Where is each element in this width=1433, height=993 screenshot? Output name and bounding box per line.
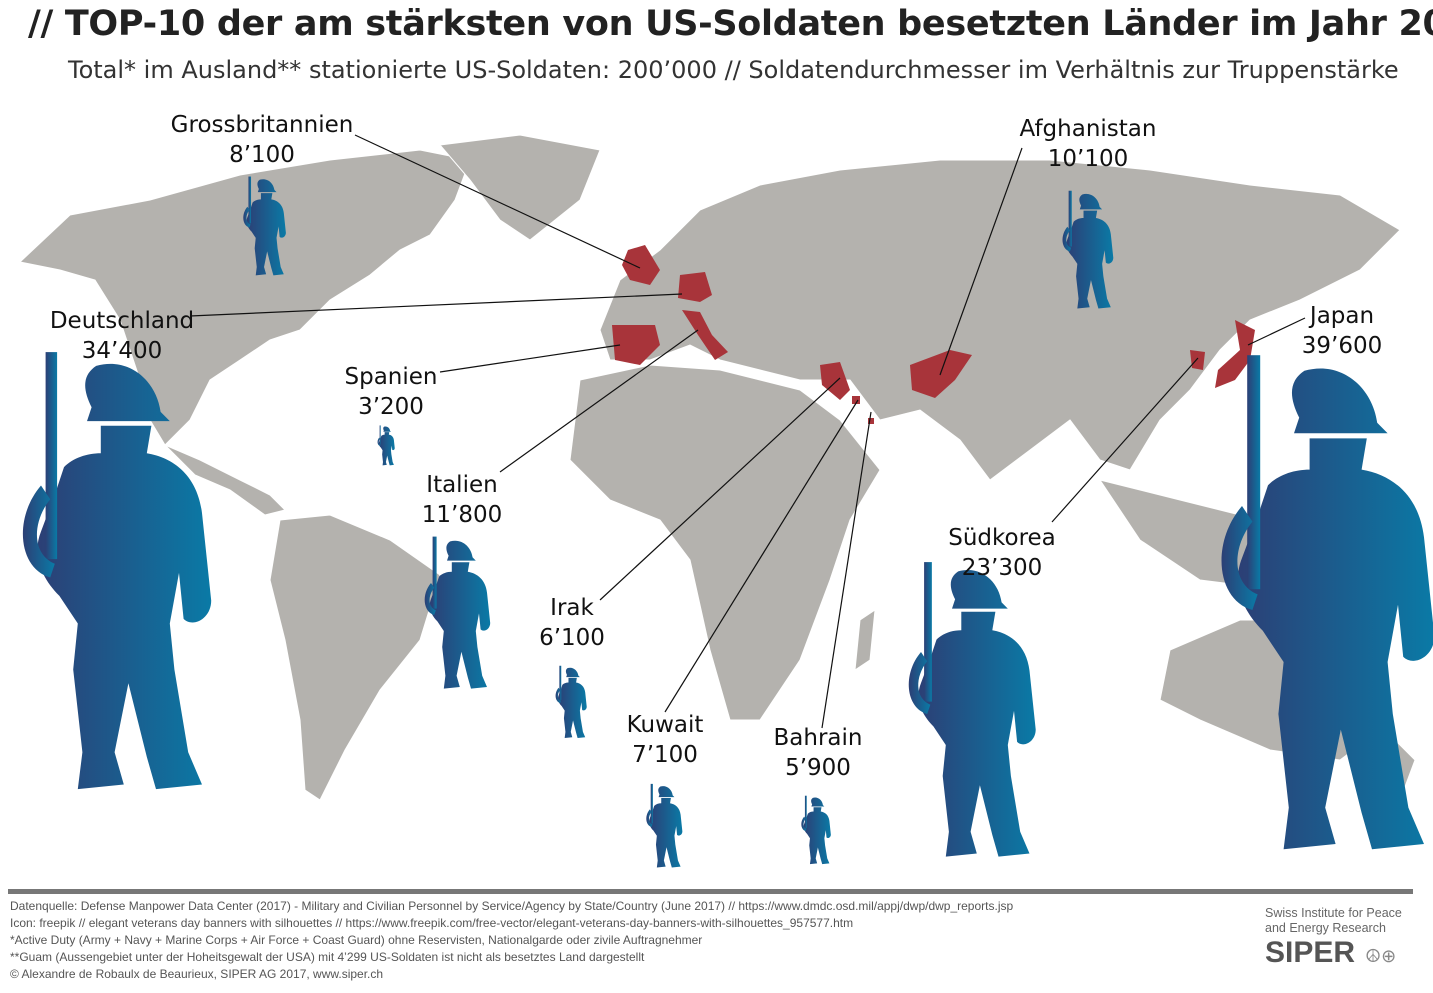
country-name: Grossbritannien xyxy=(170,112,354,138)
country-name: Afghanistan xyxy=(1019,116,1157,142)
troop-count: 7’100 xyxy=(632,742,698,768)
troop-count: 23’300 xyxy=(961,555,1043,581)
label-afghanistan: Afghanistan 10’100 xyxy=(1020,114,1157,174)
footer-divider xyxy=(8,889,1413,894)
soldier-icon-kuwait xyxy=(646,783,683,868)
country-grossbritannien xyxy=(622,245,660,285)
label-grossbritannien: Grossbritannien 8’100 xyxy=(171,110,354,170)
leader-line-japan xyxy=(1247,317,1306,346)
peace-plus-icon: ☮⊕ xyxy=(1365,946,1397,966)
country-name: Bahrain xyxy=(773,725,863,751)
country-suedkorea xyxy=(1190,350,1205,370)
icon-credit-note: Icon: freepik // elegant veterans day ba… xyxy=(10,916,854,930)
highlighted-countries xyxy=(612,245,1255,424)
leader-line-kuwait xyxy=(664,399,859,713)
africa xyxy=(569,364,881,721)
infographic-title: // TOP-10 der am stärksten von US-Soldat… xyxy=(28,4,1433,44)
soldier-icon-irak xyxy=(555,665,587,738)
label-irak: Irak 6’100 xyxy=(539,593,605,653)
logo-line-1: Swiss Institute for Peace xyxy=(1265,906,1402,920)
country-deutschland xyxy=(678,272,712,302)
country-name: Südkorea xyxy=(948,525,1056,551)
country-name: Italien xyxy=(426,472,498,498)
country-name: Spanien xyxy=(344,364,438,390)
troop-count: 34’400 xyxy=(81,338,163,364)
country-italien xyxy=(682,310,728,360)
guam-note: **Guam (Aussengebiet unter der Hoheitsge… xyxy=(10,950,645,964)
north-america xyxy=(18,149,471,446)
troop-count: 11’800 xyxy=(421,502,503,528)
footer-notes: Datenquelle: Defense Manpower Data Cente… xyxy=(10,898,1013,983)
soldier-icon-japan xyxy=(1221,355,1433,850)
siper-logo: Swiss Institute for Peace and Energy Res… xyxy=(1265,906,1402,970)
troop-count: 39’600 xyxy=(1301,333,1383,359)
logo-brand: SIPER xyxy=(1265,936,1356,969)
label-kuwait: Kuwait 7’100 xyxy=(627,710,704,770)
country-name: Deutschland xyxy=(49,308,195,334)
label-spanien: Spanien 3’200 xyxy=(345,362,438,422)
leader-line-irak xyxy=(599,377,841,601)
continents xyxy=(18,134,1416,801)
leader-lines xyxy=(189,134,1306,729)
troop-count: 10’100 xyxy=(1047,146,1129,172)
soldier-icon-italien xyxy=(424,536,491,689)
soldier-icon-suedkorea xyxy=(908,562,1036,857)
country-name: Japan xyxy=(1309,303,1375,329)
country-name: Kuwait xyxy=(626,712,704,738)
leader-line-deutschland xyxy=(189,293,683,317)
madagascar xyxy=(854,608,876,672)
leader-line-suedkorea xyxy=(1051,357,1199,523)
soldier-icon-bahrain xyxy=(801,795,831,865)
country-japan xyxy=(1215,320,1255,388)
label-bahrain: Bahrain 5’900 xyxy=(774,723,863,783)
country-afghanistan xyxy=(910,350,972,398)
country-spanien xyxy=(612,325,660,365)
leader-line-italien xyxy=(499,329,699,473)
label-italien: Italien 11’800 xyxy=(422,470,502,530)
leader-line-grossbritannien xyxy=(354,134,641,269)
infographic-subtitle: Total* im Ausland** stationierte US-Sold… xyxy=(68,56,1399,84)
soldier-icon-spanien xyxy=(377,425,395,466)
troop-count: 3’200 xyxy=(358,394,424,420)
label-japan: Japan 39’600 xyxy=(1302,301,1382,361)
leader-line-bahrain xyxy=(821,411,872,729)
eurasia xyxy=(599,159,1401,481)
data-source-note: Datenquelle: Defense Manpower Data Cente… xyxy=(10,899,1014,913)
greenland xyxy=(439,134,601,241)
leader-line-spanien xyxy=(439,344,621,373)
troop-count: 8’100 xyxy=(229,142,295,168)
label-deutschland: Deutschland 34’400 xyxy=(50,306,194,366)
copyright-note: © Alexandre de Robaulx de Beaurieux, SIP… xyxy=(10,967,384,981)
country-kuwait xyxy=(852,396,860,404)
country-irak xyxy=(820,362,850,400)
logo-line-2: and Energy Research xyxy=(1265,921,1386,935)
leader-line-afghanistan xyxy=(939,147,1023,376)
country-name: Irak xyxy=(550,595,594,621)
troop-count: 5’900 xyxy=(785,755,851,781)
central-america xyxy=(164,444,286,516)
troop-count: 6’100 xyxy=(539,625,605,651)
label-suedkorea: Südkorea 23’300 xyxy=(948,523,1056,583)
active-duty-note: *Active Duty (Army + Navy + Marine Corps… xyxy=(10,933,703,947)
south-america xyxy=(269,514,441,801)
